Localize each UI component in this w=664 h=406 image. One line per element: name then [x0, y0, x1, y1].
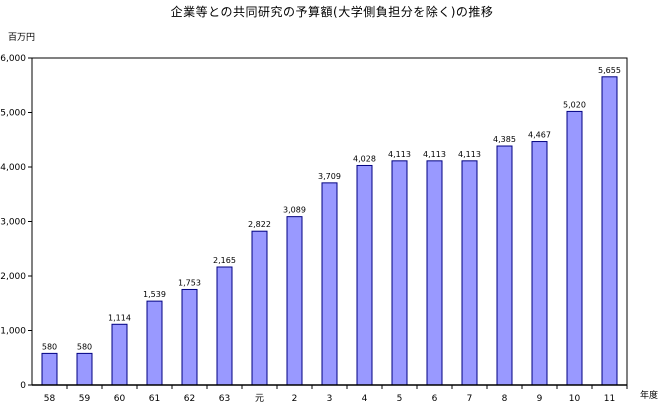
x-tick-label: 60 — [114, 394, 126, 404]
x-tick-label: 元 — [255, 394, 264, 404]
bar-value-label: 2,165 — [213, 256, 236, 265]
bar — [321, 182, 338, 386]
x-axis-unit-label: 年度 — [640, 389, 658, 401]
bar — [111, 323, 128, 386]
y-tick-label: 4,000 — [0, 163, 26, 173]
bar-value-label: 5,020 — [563, 100, 586, 109]
x-tick-label: 59 — [79, 394, 91, 404]
bar-value-label: 1,114 — [108, 313, 131, 322]
bar-value-label: 1,753 — [178, 278, 201, 287]
bar — [41, 352, 58, 386]
y-tick-label: 5,000 — [0, 109, 26, 119]
bar-value-label: 2,822 — [248, 220, 271, 229]
x-tick-label: 62 — [184, 394, 195, 404]
bar-value-label: 4,113 — [423, 150, 446, 159]
bar-value-label: 4,385 — [493, 135, 516, 144]
bar — [216, 266, 233, 386]
bar — [601, 76, 618, 386]
x-tick-label: 11 — [604, 394, 615, 404]
y-tick-label: 3,000 — [0, 218, 26, 228]
bar-value-label: 4,113 — [458, 150, 481, 159]
bar — [461, 160, 478, 386]
chart-title: 企業等との共同研究の予算額(大学側負担分を除く)の推移 — [170, 5, 494, 19]
y-tick-label: 2,000 — [0, 272, 26, 282]
x-tick-label: 7 — [467, 394, 473, 404]
x-tick-label: 9 — [537, 394, 543, 404]
x-tick-label: 61 — [149, 394, 160, 404]
bar — [251, 230, 268, 386]
bar — [426, 160, 443, 386]
bar-value-label: 4,113 — [388, 150, 411, 159]
bar — [181, 288, 198, 386]
bar — [356, 164, 373, 386]
bar — [496, 145, 513, 386]
bar-value-label: 1,539 — [143, 290, 166, 299]
x-tick-label: 58 — [44, 394, 56, 404]
y-tick-label: 0 — [20, 381, 26, 391]
x-tick-label: 10 — [569, 394, 581, 404]
bar-value-label: 3,709 — [318, 172, 341, 181]
bar — [146, 300, 163, 386]
bar-value-label: 3,089 — [283, 206, 306, 215]
y-axis-unit-label: 百万円 — [8, 32, 35, 43]
x-tick-label: 3 — [327, 394, 333, 404]
bar-value-label: 4,028 — [353, 154, 376, 163]
bar-value-label: 580 — [77, 342, 92, 351]
bar-value-label: 5,655 — [598, 66, 621, 75]
bar-value-label: 580 — [42, 342, 57, 351]
y-tick-label: 6,000 — [0, 54, 26, 64]
bar — [286, 216, 303, 386]
x-tick-label: 63 — [219, 394, 230, 404]
bar — [566, 110, 583, 386]
x-tick-label: 5 — [397, 394, 403, 404]
bar — [391, 160, 408, 386]
bar — [76, 352, 93, 386]
x-tick-label: 4 — [362, 394, 368, 404]
x-tick-label: 2 — [292, 394, 298, 404]
plot-area: 01,0002,0003,0004,0005,0006,000580585805… — [0, 54, 628, 404]
x-tick-label: 8 — [502, 394, 508, 404]
x-tick-label: 6 — [432, 394, 438, 404]
y-tick-label: 1,000 — [0, 327, 26, 337]
bar-value-label: 4,467 — [528, 131, 551, 140]
bar — [531, 141, 548, 386]
